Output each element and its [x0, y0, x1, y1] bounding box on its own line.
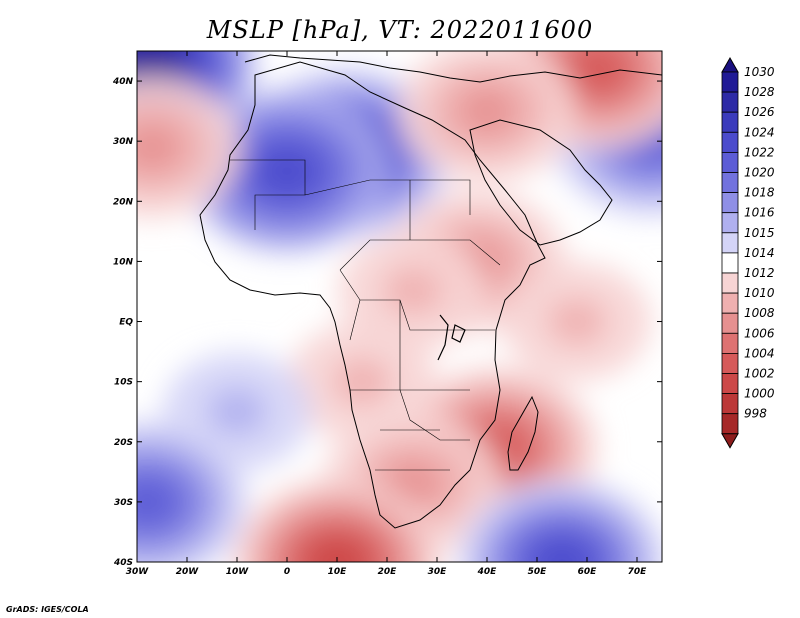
colorbar-swatch: [721, 172, 739, 194]
colorbar-swatch: [721, 252, 739, 274]
grads-credit: GrADS: IGES/COLA: [6, 605, 89, 614]
lat-tick-label: 20S: [114, 438, 133, 448]
colorbar-swatch: [721, 71, 739, 93]
great-lakes: [437, 314, 466, 361]
lat-tick-label: 40S: [113, 558, 133, 568]
colorbar-swatch: [721, 413, 739, 435]
colorbar-label: 1026: [744, 105, 775, 119]
lon-tick-label: 20W: [176, 567, 200, 577]
lon-tick-label: 70E: [628, 567, 648, 577]
lat-tick-label: 30S: [114, 498, 133, 508]
lat-tick-label: 40N: [112, 77, 134, 87]
lon-tick-label: 50E: [528, 567, 548, 577]
pressure-system-mideast-low: [397, 51, 577, 183]
pressure-system-central-africa-low: [337, 232, 487, 351]
colorbar-swatch: [721, 272, 739, 294]
coastlines-borders: [199, 54, 662, 529]
colorbar-label: 1012: [744, 266, 775, 280]
lat-tick-label: 30N: [113, 137, 134, 147]
colorbar-swatch: [721, 192, 739, 214]
lon-tick-label: 30W: [126, 567, 150, 577]
lon-tick-label: 60E: [578, 567, 598, 577]
pressure-system-indian-ocean-low: [502, 262, 652, 381]
colorbar-swatch: [721, 91, 739, 113]
colorbar-label: 1002: [744, 367, 775, 381]
colorbar-label: 1014: [744, 246, 775, 260]
lon-tick-label: 20E: [378, 567, 398, 577]
lat-tick-label: EQ: [119, 318, 133, 328]
colorbar-swatch: [721, 151, 739, 173]
colorbar-label: 1018: [744, 186, 775, 200]
colorbar-label: 1010: [744, 286, 775, 300]
arabia-coastline: [469, 119, 613, 246]
colorbar-label: 1022: [744, 145, 775, 159]
colorbar-label: 1006: [744, 326, 775, 340]
colorbar: 1030 1028 1026 1024 1022 1020 1018 1016 1015 1014…: [721, 56, 775, 449]
lon-tick-label: 0: [284, 567, 290, 577]
colorbar-bottom-arrow: [721, 433, 739, 449]
lat-tick-label: 10N: [113, 257, 134, 267]
lon-tick-label: 30E: [428, 567, 448, 577]
colorbar-label: 1004: [744, 346, 775, 360]
colorbar-label: 1015: [744, 226, 775, 240]
colorbar-label: 1030: [744, 65, 775, 79]
colorbar-label: 1016: [744, 206, 775, 220]
colorbar-swatch: [721, 111, 739, 133]
colorbar-label: 1024: [744, 125, 775, 139]
madagascar-coastline: [507, 395, 539, 471]
colorbar-label: 1028: [744, 85, 775, 99]
colorbar-top-arrow: [721, 56, 739, 73]
latitude-axis: 40N 30N 20N 10N EQ 10S 20S 30S 40S: [112, 77, 662, 568]
colorbar-swatch: [721, 332, 739, 354]
longitude-axis: 30W 20W 10W 0 10E 20E 30E 40E 50E 60E 70E: [126, 51, 647, 577]
lat-tick-label: 20N: [113, 197, 134, 207]
lon-tick-label: 40E: [477, 567, 498, 577]
pressure-system-indian-ocean-high: [458, 478, 662, 562]
colorbar-swatch: [721, 232, 739, 254]
lat-tick-label: 10S: [114, 378, 133, 388]
pressure-system-atlantic-cutoff-low: [137, 75, 242, 219]
colorbar-swatch: [721, 373, 739, 395]
colorbar-label: 1020: [744, 166, 775, 180]
pressure-field: [137, 51, 662, 562]
colorbar-label: 1008: [744, 306, 775, 320]
colorbar-swatch: [721, 131, 739, 153]
country-borders: [230, 159, 501, 471]
pressure-system-southern-ocean-low: [233, 478, 441, 562]
colorbar-swatch: [721, 312, 739, 334]
lon-tick-label: 10E: [328, 567, 348, 577]
africa-coastline: [199, 61, 546, 529]
colorbar-label: 1000: [744, 387, 775, 401]
colorbar-swatch: [721, 352, 739, 374]
colorbar-swatch: [721, 212, 739, 234]
europe-coastline: [244, 54, 662, 83]
lon-tick-label: 10W: [226, 567, 250, 577]
colorbar-swatch: [721, 393, 739, 415]
map-title: MSLP [hPa], VT: 2022011600: [206, 16, 594, 44]
pressure-system-southwest-atlantic-high: [137, 421, 248, 562]
map-frame: [136, 50, 663, 563]
colorbar-swatch: [721, 292, 739, 314]
pressure-system-angola-low: [287, 322, 437, 442]
colorbar-label: 998: [744, 407, 767, 421]
